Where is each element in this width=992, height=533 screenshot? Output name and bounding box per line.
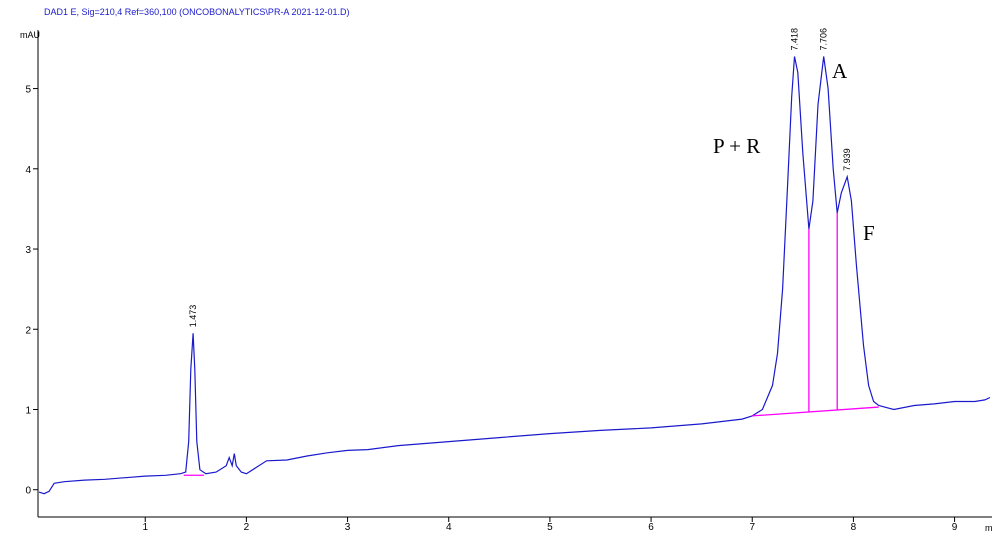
x-tick-label: 7 — [749, 522, 755, 533]
annotation: A — [832, 59, 848, 83]
peak-label: 7.418 — [790, 28, 800, 51]
annotation: F — [863, 221, 875, 245]
trace — [38, 56, 991, 495]
x-tick-label: 5 — [547, 522, 553, 533]
integration-line — [752, 406, 879, 417]
y-tick-label: 0 — [25, 486, 31, 497]
y-tick-label: 3 — [25, 245, 31, 256]
chart-title: DAD1 E, Sig=210,4 Ref=360,100 (ONCOBONAL… — [44, 7, 349, 17]
y-tick-label: 1 — [25, 405, 31, 416]
y-tick-label: 2 — [25, 325, 31, 336]
x-tick-label: 9 — [952, 522, 958, 533]
x-tick-label: 2 — [244, 522, 250, 533]
y-tick-label: 5 — [25, 85, 31, 96]
x-axis-label: min — [985, 523, 992, 533]
x-tick-label: 3 — [345, 522, 351, 533]
peak-label: 7.706 — [819, 28, 829, 51]
peak-label: 7.939 — [842, 148, 852, 171]
peak-label: 1.473 — [188, 305, 198, 328]
y-tick-label: 4 — [25, 165, 31, 176]
x-tick-label: 6 — [648, 522, 654, 533]
annotation: P + R — [713, 134, 760, 158]
x-tick-label: 8 — [851, 522, 857, 533]
y-axis-label: mAU — [20, 30, 40, 40]
x-tick-label: 4 — [446, 522, 452, 533]
x-tick-label: 1 — [142, 522, 148, 533]
